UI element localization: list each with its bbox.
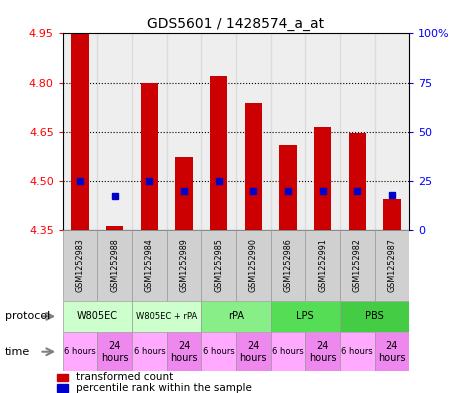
Text: percentile rank within the sample: percentile rank within the sample	[75, 383, 252, 393]
Title: GDS5601 / 1428574_a_at: GDS5601 / 1428574_a_at	[147, 17, 325, 31]
Bar	[175, 157, 193, 230]
Bar	[98, 332, 132, 371]
Text: GSM1252985: GSM1252985	[214, 238, 223, 292]
Text: 6 hours: 6 hours	[272, 347, 304, 356]
Bar	[106, 226, 123, 230]
Bar	[383, 199, 400, 230]
Text: protocol: protocol	[5, 311, 50, 321]
Text: GSM1252989: GSM1252989	[179, 238, 188, 292]
Bar	[141, 83, 158, 230]
Bar	[72, 34, 89, 230]
Bar	[305, 332, 340, 371]
Text: 24
hours: 24 hours	[378, 341, 405, 362]
Text: rPA: rPA	[228, 311, 244, 321]
Text: 24
hours: 24 hours	[170, 341, 198, 362]
Bar	[305, 230, 340, 301]
Bar	[98, 230, 132, 301]
Text: transformed count: transformed count	[75, 373, 173, 382]
Bar	[340, 301, 409, 332]
Bar	[201, 332, 236, 371]
Text: GSM1252986: GSM1252986	[284, 239, 292, 292]
Bar	[57, 384, 68, 392]
Bar	[340, 33, 374, 230]
Bar	[340, 332, 375, 371]
Bar	[166, 33, 201, 230]
Bar	[236, 33, 271, 230]
Bar	[63, 332, 98, 371]
Bar	[374, 33, 409, 230]
Bar	[210, 76, 227, 230]
Bar	[63, 301, 132, 332]
Bar	[166, 332, 201, 371]
Bar	[340, 230, 375, 301]
Text: 24
hours: 24 hours	[101, 341, 128, 362]
Text: GSM1252990: GSM1252990	[249, 238, 258, 292]
Bar	[271, 33, 305, 230]
Bar	[375, 332, 409, 371]
Bar	[271, 230, 305, 301]
Text: LPS: LPS	[297, 311, 314, 321]
Text: 24
hours: 24 hours	[309, 341, 336, 362]
Text: PBS: PBS	[365, 311, 384, 321]
Bar	[63, 33, 98, 230]
Bar	[132, 33, 166, 230]
Bar	[132, 301, 201, 332]
Bar	[236, 332, 271, 371]
Text: GSM1252984: GSM1252984	[145, 239, 154, 292]
Bar	[279, 145, 297, 230]
Bar	[271, 301, 340, 332]
Bar	[305, 33, 340, 230]
Text: 6 hours: 6 hours	[64, 347, 96, 356]
Bar	[132, 230, 167, 301]
Bar	[245, 103, 262, 230]
Bar	[349, 133, 366, 230]
Bar	[271, 332, 305, 371]
Text: GSM1252991: GSM1252991	[318, 238, 327, 292]
Bar	[201, 33, 236, 230]
Bar	[63, 230, 98, 301]
Bar	[98, 33, 132, 230]
Text: GSM1252982: GSM1252982	[353, 238, 362, 292]
Text: W805EC + rPA: W805EC + rPA	[136, 312, 197, 321]
Text: GSM1252988: GSM1252988	[110, 239, 119, 292]
Bar	[166, 230, 201, 301]
Text: W805EC: W805EC	[77, 311, 118, 321]
Text: GSM1252987: GSM1252987	[387, 238, 396, 292]
Text: 6 hours: 6 hours	[133, 347, 165, 356]
Bar	[375, 230, 409, 301]
Text: 6 hours: 6 hours	[203, 347, 234, 356]
Text: time: time	[5, 347, 30, 357]
Text: 24
hours: 24 hours	[239, 341, 267, 362]
Bar	[236, 230, 271, 301]
Text: 6 hours: 6 hours	[341, 347, 373, 356]
Bar	[57, 373, 68, 381]
Text: GSM1252983: GSM1252983	[76, 239, 85, 292]
Bar	[201, 301, 271, 332]
Bar	[314, 127, 331, 230]
Bar	[132, 332, 167, 371]
Bar	[201, 230, 236, 301]
